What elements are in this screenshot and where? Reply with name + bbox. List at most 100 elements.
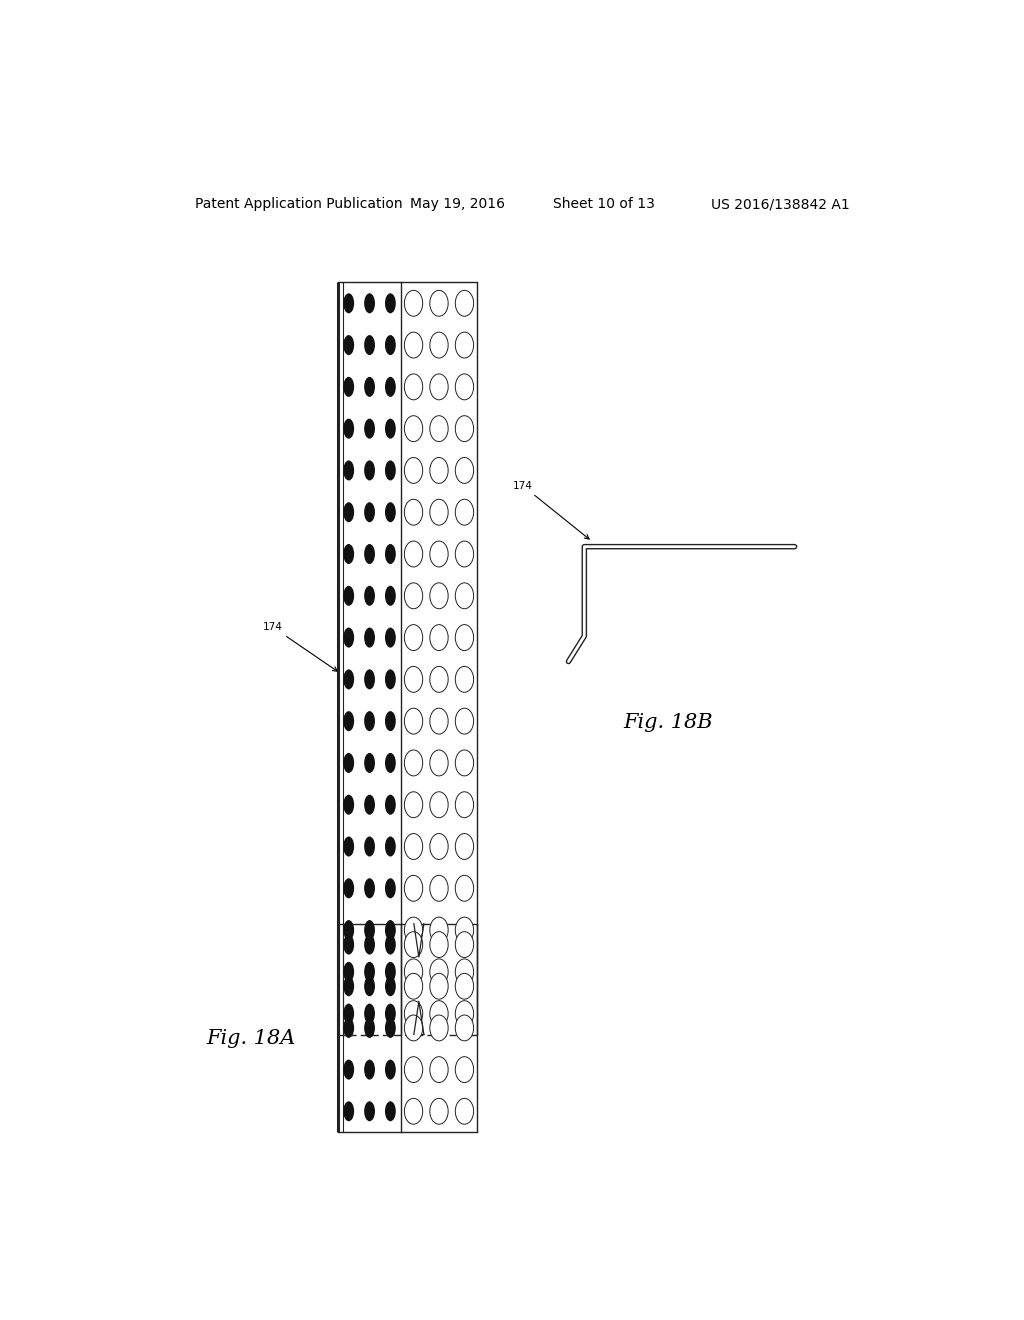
Ellipse shape [430,541,449,568]
Ellipse shape [430,917,449,942]
Ellipse shape [365,1101,375,1121]
Ellipse shape [385,837,396,857]
Ellipse shape [365,1060,375,1080]
Ellipse shape [456,290,474,317]
Ellipse shape [365,837,375,857]
Ellipse shape [385,1003,396,1024]
Ellipse shape [430,333,449,358]
Ellipse shape [430,709,449,734]
Ellipse shape [365,1018,375,1038]
Ellipse shape [385,977,396,997]
Ellipse shape [430,1015,449,1041]
Ellipse shape [343,1003,354,1024]
Ellipse shape [430,290,449,317]
Ellipse shape [365,935,375,954]
Ellipse shape [343,711,354,731]
Ellipse shape [385,502,396,523]
Ellipse shape [343,627,354,648]
Ellipse shape [365,920,375,940]
Ellipse shape [404,709,423,734]
Ellipse shape [385,752,396,774]
Ellipse shape [404,290,423,317]
Ellipse shape [404,932,423,957]
Ellipse shape [456,374,474,400]
Ellipse shape [430,973,449,999]
Ellipse shape [343,586,354,606]
Ellipse shape [430,583,449,609]
Ellipse shape [343,977,354,997]
Ellipse shape [365,977,375,997]
Ellipse shape [365,627,375,648]
Ellipse shape [456,792,474,817]
Ellipse shape [456,1057,474,1082]
Ellipse shape [343,418,354,438]
Text: US 2016/138842 A1: US 2016/138842 A1 [712,197,850,211]
Ellipse shape [404,973,423,999]
Ellipse shape [430,1098,449,1125]
Text: 174: 174 [263,622,337,672]
Text: Patent Application Publication: Patent Application Publication [196,197,403,211]
Ellipse shape [365,502,375,523]
Ellipse shape [430,875,449,902]
Ellipse shape [365,1003,375,1024]
Ellipse shape [365,376,375,397]
Ellipse shape [365,711,375,731]
Text: Sheet 10 of 13: Sheet 10 of 13 [553,197,654,211]
Ellipse shape [404,792,423,817]
Ellipse shape [385,920,396,940]
Ellipse shape [430,374,449,400]
Ellipse shape [430,667,449,692]
Ellipse shape [365,795,375,814]
Ellipse shape [343,1060,354,1080]
Ellipse shape [456,458,474,483]
Ellipse shape [456,333,474,358]
Ellipse shape [456,1098,474,1125]
Ellipse shape [365,335,375,355]
Ellipse shape [385,335,396,355]
Ellipse shape [343,335,354,355]
Ellipse shape [385,669,396,689]
Ellipse shape [343,752,354,774]
Ellipse shape [404,1015,423,1041]
Ellipse shape [343,837,354,857]
Ellipse shape [365,461,375,480]
Text: 174: 174 [513,480,589,539]
Ellipse shape [365,544,375,564]
Text: May 19, 2016: May 19, 2016 [410,197,505,211]
Ellipse shape [404,499,423,525]
Ellipse shape [456,833,474,859]
Ellipse shape [404,458,423,483]
Ellipse shape [404,1001,423,1027]
Ellipse shape [456,541,474,568]
Ellipse shape [365,752,375,774]
Ellipse shape [456,1001,474,1027]
Ellipse shape [365,878,375,899]
Text: Fig. 18B: Fig. 18B [623,713,713,733]
Ellipse shape [430,833,449,859]
Ellipse shape [430,792,449,817]
Ellipse shape [404,917,423,942]
Ellipse shape [343,795,354,814]
Ellipse shape [365,418,375,438]
Ellipse shape [385,461,396,480]
Ellipse shape [404,667,423,692]
Ellipse shape [404,541,423,568]
Ellipse shape [456,499,474,525]
Ellipse shape [385,711,396,731]
Ellipse shape [385,418,396,438]
Ellipse shape [404,958,423,985]
Text: Fig. 18A: Fig. 18A [206,1028,296,1048]
Ellipse shape [404,416,423,442]
Ellipse shape [343,669,354,689]
Ellipse shape [365,293,375,313]
Ellipse shape [430,499,449,525]
Ellipse shape [385,795,396,814]
Ellipse shape [456,973,474,999]
Ellipse shape [430,1057,449,1082]
Ellipse shape [343,962,354,982]
Ellipse shape [385,627,396,648]
Ellipse shape [430,958,449,985]
Ellipse shape [404,1057,423,1082]
Ellipse shape [385,1060,396,1080]
Ellipse shape [343,920,354,940]
